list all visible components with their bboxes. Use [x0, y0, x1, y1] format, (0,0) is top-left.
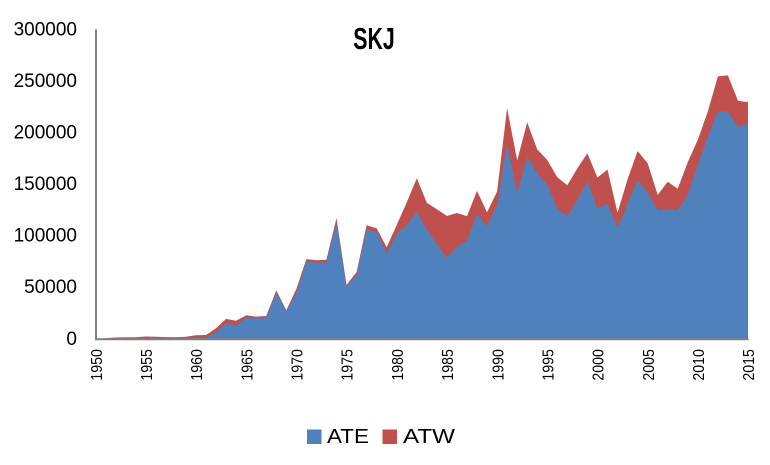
svg-text:SKJ: SKJ	[353, 21, 395, 56]
svg-text:100000: 100000	[14, 226, 77, 247]
svg-text:200000: 200000	[14, 123, 77, 144]
svg-text:1970: 1970	[290, 349, 307, 381]
svg-text:ATW: ATW	[403, 426, 455, 448]
svg-text:1980: 1980	[390, 349, 407, 381]
svg-text:1960: 1960	[189, 349, 206, 381]
svg-text:1995: 1995	[541, 349, 558, 381]
svg-text:250000: 250000	[14, 71, 77, 92]
svg-text:2015: 2015	[741, 349, 758, 381]
svg-text:1950: 1950	[89, 349, 106, 381]
svg-text:ATE: ATE	[327, 426, 369, 448]
svg-text:150000: 150000	[14, 174, 77, 195]
svg-text:1975: 1975	[340, 349, 357, 381]
svg-text:1990: 1990	[490, 349, 507, 381]
svg-text:0: 0	[66, 329, 77, 350]
svg-text:2010: 2010	[691, 349, 708, 381]
svg-text:2000: 2000	[591, 349, 608, 381]
svg-text:2005: 2005	[641, 349, 658, 381]
svg-text:1985: 1985	[440, 349, 457, 381]
svg-text:300000: 300000	[14, 19, 77, 40]
svg-text:1955: 1955	[139, 349, 156, 381]
svg-text:50000: 50000	[24, 277, 77, 298]
svg-text:1965: 1965	[239, 349, 256, 381]
